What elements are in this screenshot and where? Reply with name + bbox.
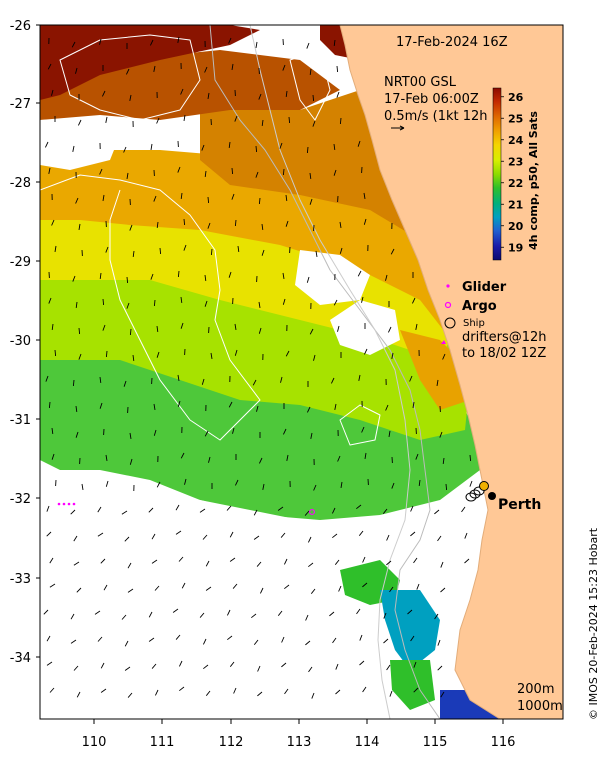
lat-tick-label: -32 bbox=[10, 492, 31, 507]
lat-tick-label: -33 bbox=[10, 572, 31, 587]
colorbar-tick-label: 22 bbox=[508, 177, 523, 190]
lat-tick-label: -30 bbox=[10, 334, 31, 349]
lat-tick-label: -26 bbox=[10, 19, 31, 34]
colorbar-title: 4h comp, p50, All Sats bbox=[527, 111, 540, 250]
lat-tick-label: -34 bbox=[10, 651, 31, 666]
credit-line: © IMOS 20-Feb-2024 15:23 Hobart bbox=[587, 527, 600, 720]
map-datetime: 17-Feb-2024 16Z bbox=[396, 35, 508, 50]
legend-drifters-line2: to 18/02 12Z bbox=[462, 346, 546, 361]
legend-glider: Glider bbox=[462, 280, 507, 295]
lon-tick-label: 113 bbox=[287, 735, 312, 750]
lat-tick-label: -27 bbox=[10, 97, 31, 112]
colorbar-tick-label: 20 bbox=[508, 220, 524, 233]
legend-ship: Ship bbox=[463, 318, 485, 329]
colorbar-tick-label: 24 bbox=[508, 134, 524, 147]
colorbar-tick-label: 23 bbox=[508, 155, 523, 168]
lon-tick-label: 116 bbox=[491, 735, 516, 750]
wind-model-label: NRT00 GSL bbox=[384, 75, 457, 90]
wind-scale-label: 0.5m/s (1kt 12h bbox=[384, 109, 488, 124]
place-label-perth: Perth bbox=[498, 497, 541, 513]
lon-tick-label: 110 bbox=[82, 735, 107, 750]
lon-tick-label: 115 bbox=[423, 735, 448, 750]
wind-time-label: 17-Feb 06:00Z bbox=[384, 92, 479, 107]
legend-drifters-line1: drifters@12h bbox=[462, 330, 547, 345]
longitude-axis: 110 111 112 113 114 115 116 bbox=[82, 719, 516, 750]
lat-tick-label: -29 bbox=[10, 255, 31, 270]
lat-tick-label: -31 bbox=[10, 413, 31, 428]
latitude-axis: -26 -27 -28 -29 -30 -31 -32 -33 -34 bbox=[10, 19, 40, 666]
contour-label-200m: 200m bbox=[517, 682, 554, 697]
colorbar-tick-label: 25 bbox=[508, 112, 523, 125]
contour-label-1000m: 1000m bbox=[517, 699, 563, 714]
lon-tick-label: 111 bbox=[150, 735, 175, 750]
legend-argo: Argo bbox=[462, 299, 497, 314]
colorbar-tick-label: 26 bbox=[508, 91, 524, 104]
colorbar-tick-label: 19 bbox=[508, 241, 523, 254]
lat-tick-label: -28 bbox=[10, 176, 31, 191]
sst-field bbox=[40, 25, 563, 719]
glider-marker-icon bbox=[446, 284, 449, 287]
lon-tick-label: 112 bbox=[219, 735, 244, 750]
colorbar-gradient bbox=[493, 88, 501, 260]
lon-tick-label: 114 bbox=[355, 735, 380, 750]
colorbar-tick-label: 21 bbox=[508, 198, 523, 211]
